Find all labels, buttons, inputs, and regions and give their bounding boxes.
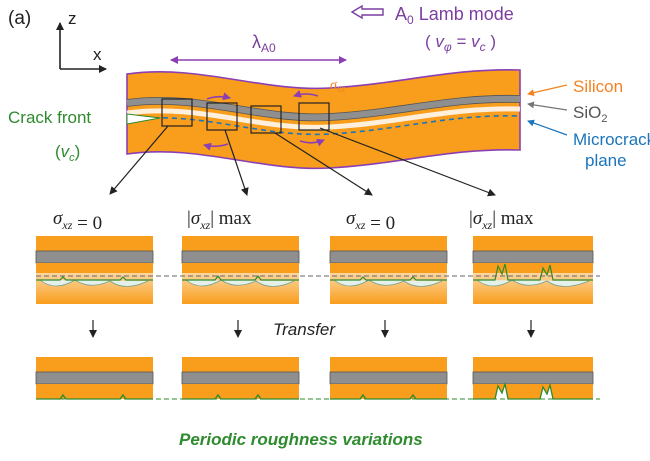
stack-row-after [35,357,600,400]
wavy-plate [126,69,521,170]
sio2-pointer [527,101,568,111]
stress-label: σxz [330,78,345,95]
stack-row-before [35,236,600,304]
silicon-label: Silicon [573,77,623,96]
wavelength-label: λA0 [252,32,276,55]
transfer-label: Transfer [273,320,336,339]
mode-arrow-icon [350,4,384,20]
column-3-label: σxz = 0 [346,208,395,234]
crack-front-velocity: (vc) [55,142,80,164]
microcracks-label-line2: plane [585,151,627,170]
mode-title: A0 Lamb mode [395,4,514,27]
stack-after-3 [329,357,448,400]
stack-after-4 [472,357,594,400]
silicon-pointer [527,84,568,97]
stack-after-2 [181,357,300,400]
axis-x-label: x [93,45,102,64]
sio2-label: SiO2 [573,103,607,125]
microcracks-pointer [527,119,568,136]
column-1-label: σxz = 0 [53,208,102,234]
column-4-label: |σxz| max [469,208,534,232]
panel-label: (a) [8,8,31,29]
stack-before-2 [181,236,300,304]
mode-velocity: ( vφ = vc ) [425,32,496,54]
stack-before-3 [329,236,448,304]
axis-z-label: z [68,9,77,28]
crack-front-label: Crack front [8,108,91,127]
shear-arrows [203,89,325,151]
stack-after-1 [35,357,154,400]
stack-before-4 [472,236,594,304]
transfer-arrows [89,320,535,338]
caption: Periodic roughness variations [179,430,423,449]
highlight-boxes [161,98,330,134]
axes-icon [56,22,107,73]
stack-before-1 [35,236,154,304]
microcracks-label-line1: Microcracks [573,130,650,149]
column-2-label: |σxz| max [187,208,252,232]
box-arrows [109,125,496,197]
